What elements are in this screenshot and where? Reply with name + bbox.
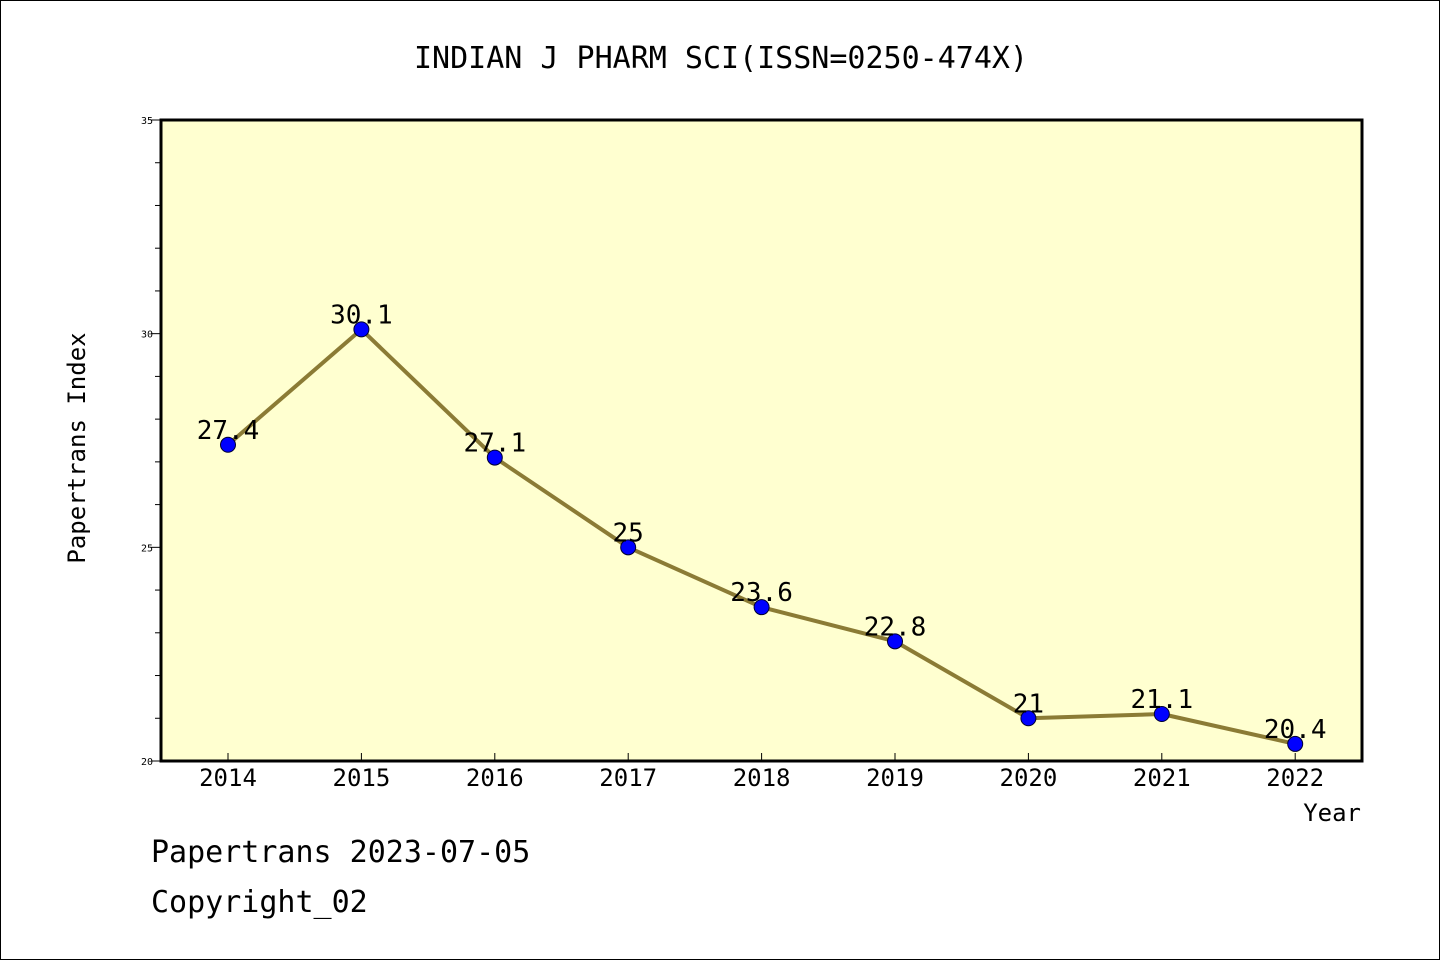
x-tick-label: 2014	[199, 764, 257, 792]
data-point	[220, 436, 236, 453]
data-label: 20.4	[1264, 715, 1327, 745]
footer-copyright: Copyright_02	[151, 885, 368, 920]
data-label: 21.1	[1130, 685, 1193, 715]
data-label: 27.1	[463, 429, 526, 459]
data-point	[1153, 705, 1170, 722]
x-axis-label: Year	[1303, 799, 1361, 827]
x-tick-label: 2016	[466, 764, 524, 792]
x-tick-label: 2021	[1133, 764, 1191, 792]
y-tick-label: 25	[141, 543, 153, 554]
data-point	[486, 449, 503, 466]
data-point	[1287, 735, 1304, 752]
x-tick-label: 2015	[333, 764, 391, 792]
data-label: 21	[1013, 689, 1044, 719]
y-tick-label: 20	[141, 757, 153, 768]
x-tick-label: 2019	[866, 764, 924, 792]
chart-title: INDIAN J PHARM SCI(ISSN=0250-474X)	[414, 41, 1028, 76]
series-line-group	[220, 321, 1304, 752]
data-point	[887, 633, 903, 650]
x-tick-label: 2022	[1266, 764, 1324, 792]
y-tick-label: 35	[141, 116, 153, 127]
y-tick-label: 30	[141, 330, 153, 341]
y-axis-label: Papertrans Index	[63, 332, 91, 563]
data-label: 23.6	[730, 578, 793, 608]
data-label: 27.4	[197, 416, 260, 446]
data-label: 25	[613, 518, 644, 548]
data-label: 22.8	[864, 612, 927, 642]
x-tick-label: 2018	[733, 764, 791, 792]
footer-source: Papertrans 2023-07-05	[151, 835, 531, 870]
data-label: 30.1	[330, 300, 393, 330]
data-point	[1020, 710, 1037, 727]
y-axis: 20 25 30 35	[141, 116, 161, 768]
data-labels: 27.4 30.1 27.1 25 23.6 22.8 21 21.1 20.4	[197, 300, 1327, 745]
x-axis: 2014 2015 2016 2017 2018 2019 2020 2021 2022	[199, 753, 1324, 792]
data-point	[353, 321, 370, 338]
data-point	[753, 599, 770, 616]
plot-area	[159, 118, 1364, 763]
x-tick-label: 2020	[1000, 764, 1058, 792]
data-point	[620, 539, 637, 556]
x-tick-label: 2017	[599, 764, 657, 792]
